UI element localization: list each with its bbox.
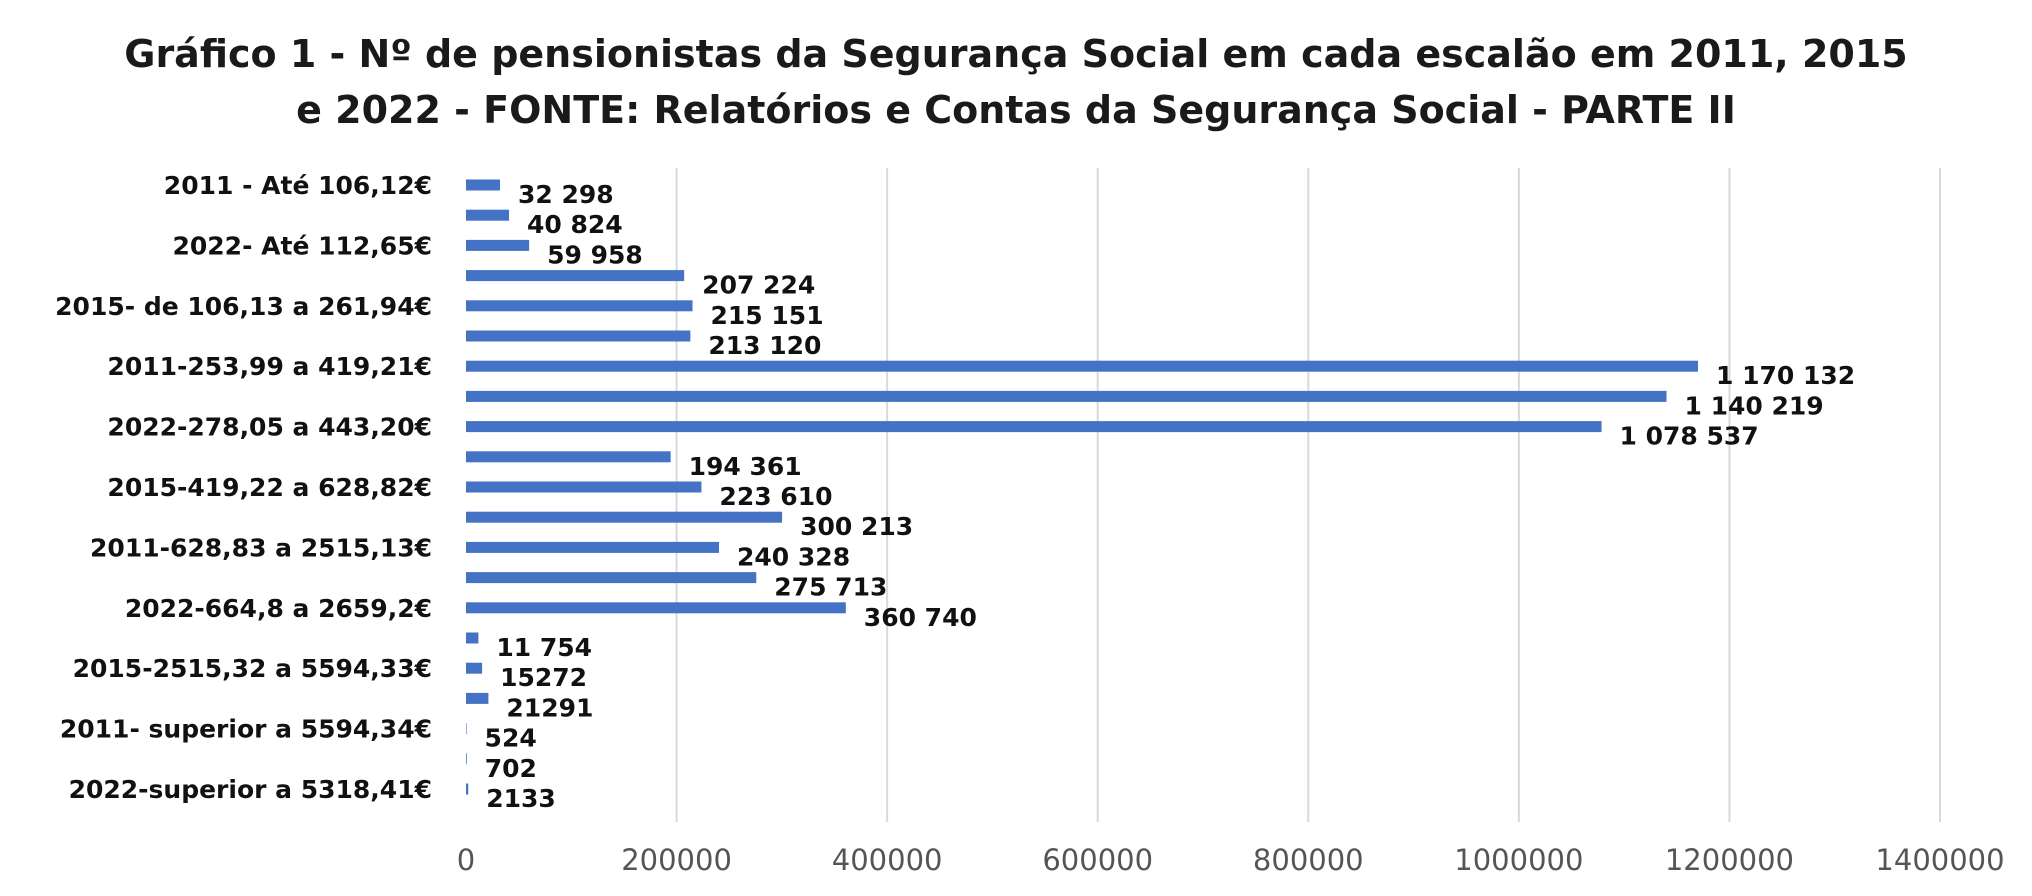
bar [466,723,467,735]
data-label: 360 740 [864,603,977,632]
data-label: 32 298 [518,180,614,209]
bar [466,270,685,282]
category-label: 2015- de 106,13 a 261,94€ [55,292,432,321]
bar [466,451,671,463]
data-label: 275 713 [774,573,887,602]
data-label: 207 224 [702,271,815,300]
data-label: 1 078 537 [1620,422,1759,451]
chart-title-line-1: Gráfico 1 - Nº de pensionistas da Segura… [124,32,1908,76]
category-label: 2015-2515,32 a 5594,33€ [73,654,432,683]
x-tick-label: 0 [457,843,475,877]
x-tick-label: 600000 [1042,843,1153,877]
data-label: 240 328 [737,542,850,571]
category-label: 2022-278,05 a 443,20€ [107,413,432,442]
x-tick-label: 800000 [1253,843,1364,877]
x-tick-label: 1000000 [1454,843,1583,877]
data-label: 223 610 [719,482,832,511]
bar [466,360,1698,372]
category-label: 2015-419,22 a 628,82€ [107,473,432,502]
x-tick-label: 400000 [832,843,943,877]
category-label: 2022-superior a 5318,41€ [69,775,432,804]
category-labels: 2011 - Até 106,12€ 2022- Até 112,65€ 2015-… [55,171,432,804]
gridlines [675,168,1941,822]
data-label: 2133 [486,784,556,813]
bar [466,511,783,523]
bar [466,390,1667,402]
data-label: 702 [485,754,537,783]
bar [466,572,757,584]
bar [466,753,467,765]
chart-title: Gráfico 1 - Nº de pensionistas da Segura… [0,26,2032,138]
category-label: 2011- superior a 5594,34€ [60,715,432,744]
data-label: 1 170 132 [1716,361,1855,390]
data-label: 1 140 219 [1684,391,1823,420]
bar [466,330,691,342]
bar [466,300,693,312]
data-label: 59 958 [547,240,643,269]
bar [466,541,720,553]
data-label: 215 151 [711,301,824,330]
data-label: 21291 [506,693,593,722]
data-label: 213 120 [708,331,821,360]
bar [466,239,530,251]
x-tick-label: 200000 [621,843,732,877]
bar [466,632,479,644]
data-label: 15272 [500,663,587,692]
chart-title-line-2: e 2022 - FONTE: Relatórios e Contas da S… [296,88,1736,132]
category-label: 2011-628,83 a 2515,13€ [90,533,432,562]
bars [466,179,1698,795]
x-tick-label: 1200000 [1665,843,1794,877]
bar [466,783,469,795]
bar [466,692,489,704]
data-label: 11 754 [496,633,592,662]
bar [466,602,846,614]
category-label: 2022- Até 112,65€ [173,231,433,260]
bar [466,662,483,674]
data-label: 40 824 [527,210,623,239]
bar [466,179,501,191]
category-label: 2011-253,99 a 419,21€ [107,352,432,381]
bar [466,421,1602,433]
data-label: 300 213 [800,512,913,541]
category-label: 2022-664,8 a 2659,2€ [125,594,432,623]
data-label: 524 [485,724,537,753]
bar [466,209,509,221]
x-axis-tick-labels: 0 200000 400000 600000 800000 1000000 1200000 1… [457,843,2005,877]
data-label: 194 361 [689,452,802,481]
bar [466,481,702,493]
category-label: 2011 - Até 106,12€ [164,171,432,200]
x-tick-label: 1400000 [1875,843,2004,877]
